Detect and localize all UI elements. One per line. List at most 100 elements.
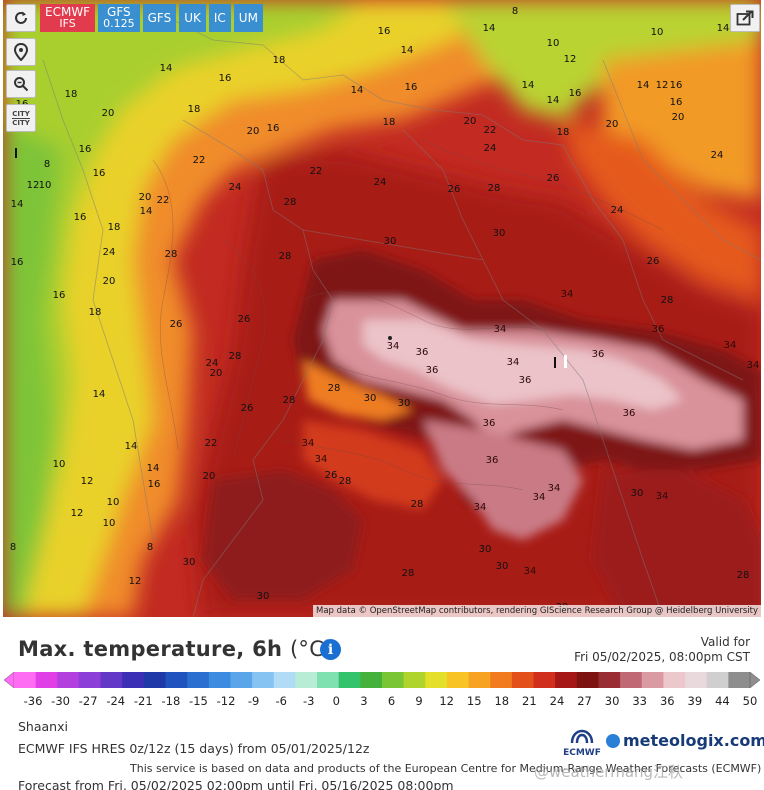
- scale-swatch: [295, 672, 318, 688]
- scale-label: -12: [216, 694, 236, 708]
- scale-arrow-low: [3, 671, 15, 689]
- scale-label: -15: [189, 694, 208, 708]
- scale-label: 27: [577, 694, 592, 708]
- temperature-label: 14: [521, 80, 535, 91]
- temperature-label: 22: [156, 195, 170, 206]
- temperature-label: 36: [651, 324, 665, 335]
- temperature-label: 12: [80, 476, 94, 487]
- zoom-button[interactable]: [6, 70, 36, 98]
- scale-label: 12: [439, 694, 454, 708]
- refresh-button[interactable]: [6, 4, 36, 32]
- model-tab-label: UM: [238, 11, 258, 25]
- temperature-label: 18: [187, 104, 201, 115]
- city-labels-button[interactable]: CITY CITY: [6, 104, 36, 132]
- temperature-label: 12: [26, 180, 40, 191]
- scale-swatch: [14, 672, 37, 688]
- model-tab-label: ECMWF: [45, 5, 91, 19]
- temperature-label: 16: [218, 73, 232, 84]
- valid-label: Valid for: [700, 635, 750, 649]
- temperature-label: 14: [159, 63, 173, 74]
- temperature-label: 8: [9, 542, 17, 553]
- scale-swatch: [576, 672, 599, 688]
- scale-swatch: [57, 672, 80, 688]
- scale-swatch: [728, 672, 751, 688]
- temperature-label: 30: [630, 488, 644, 499]
- temperature-label: 18: [272, 55, 286, 66]
- scale-swatch: [230, 672, 253, 688]
- scale-swatch: [165, 672, 188, 688]
- city-marker[interactable]: [554, 355, 567, 368]
- scale-label: 21: [522, 694, 537, 708]
- city-dot[interactable]: [388, 336, 392, 340]
- scale-label: 30: [604, 694, 620, 708]
- temperature-label: 34: [560, 289, 574, 300]
- temperature-label: 16: [377, 26, 391, 37]
- temperature-label: 36: [485, 455, 499, 466]
- ecmwf-logo[interactable]: ECMWF: [560, 729, 604, 758]
- temperature-label: 36: [591, 349, 605, 360]
- model-tabs: ECMWF IFS GFS 0.125 GFS UK IC UM: [40, 4, 263, 32]
- meteologix-logo[interactable]: meteologix.com: [606, 731, 764, 750]
- temperature-label: 18: [382, 117, 396, 128]
- scale-label: 36: [659, 694, 675, 708]
- scale-swatch: [533, 672, 556, 688]
- temperature-label: 18: [107, 222, 121, 233]
- model-tab-ecmwf-ifs[interactable]: ECMWF IFS: [40, 4, 96, 32]
- temperature-label: 16: [92, 168, 106, 179]
- temperature-label: 16: [52, 290, 66, 301]
- temperature-label: 16: [404, 82, 418, 93]
- scale-swatch: [382, 672, 405, 688]
- model-tab-um[interactable]: UM: [233, 4, 263, 32]
- ecmwf-globe-icon: [570, 729, 594, 744]
- scale-label: -36: [23, 694, 43, 708]
- model-tab-gfs[interactable]: GFS: [142, 4, 177, 32]
- location-button[interactable]: [6, 38, 36, 66]
- temperature-label: 28: [660, 295, 674, 306]
- model-tab-label: GFS: [147, 11, 172, 25]
- temperature-label: 20: [671, 112, 685, 123]
- scale-swatch: [143, 672, 167, 688]
- temperature-label: 14: [10, 199, 24, 210]
- temperature-label: 28: [283, 197, 297, 208]
- color-scale-labels: -36 -30 -27 -24 -21 -18 -15 -12 -9 -6 -3 0 3 6 9 12 15 18…: [0, 694, 764, 710]
- info-icon[interactable]: i: [320, 639, 341, 660]
- map-attribution[interactable]: Map data © OpenStreetMap contributors, r…: [313, 605, 761, 617]
- temperature-label: 34: [506, 357, 520, 368]
- model-tab-label: IC: [213, 11, 226, 25]
- temperature-label: 28: [487, 183, 501, 194]
- temperature-label: 36: [482, 418, 496, 429]
- scale-label: -3: [303, 694, 315, 708]
- scale-swatch: [598, 672, 621, 688]
- temperature-label: 22: [204, 438, 218, 449]
- map-pin-icon: [13, 43, 29, 61]
- city-label-bottom: CITY: [12, 117, 30, 127]
- temperature-label: 34: [723, 340, 737, 351]
- scale-swatch: [446, 672, 470, 688]
- model-tab-sub: 0.125: [103, 17, 135, 30]
- scale-label: 18: [494, 694, 510, 708]
- scale-swatch: [663, 672, 686, 688]
- scale-swatch: [685, 672, 708, 688]
- map-area[interactable]: 8 14 10 10 14 12 16 14 18 14 16 14 16 14 14 12 16 16 14 16 1…: [3, 0, 761, 617]
- temperature-label: 10: [52, 459, 66, 470]
- temperature-label: 20: [246, 126, 260, 137]
- temperature-label: 36: [425, 365, 439, 376]
- temperature-label: 30: [397, 398, 411, 409]
- scale-label: 0: [332, 694, 341, 708]
- temperature-label: 14: [92, 389, 106, 400]
- boundary-lines: [42, 19, 761, 617]
- temperature-label: 14: [400, 45, 414, 56]
- scale-swatch: [338, 672, 361, 688]
- city-marker-west[interactable]: [15, 148, 17, 158]
- model-tab-gfs-0-125[interactable]: GFS 0.125: [98, 4, 140, 32]
- temperature-label: 12: [563, 54, 577, 65]
- temperature-label: 10: [38, 180, 52, 191]
- temperature-label: 10: [102, 518, 116, 529]
- model-tab-ic[interactable]: IC: [208, 4, 231, 32]
- temperature-label: 30: [478, 544, 492, 555]
- temperature-label: 28: [401, 568, 415, 579]
- model-tab-sub: IFS: [59, 17, 76, 30]
- model-tab-uk[interactable]: UK: [179, 4, 206, 32]
- forecast-range: Forecast from Fri, 05/02/2025 02:00pm un…: [18, 778, 454, 790]
- share-button[interactable]: [730, 4, 760, 32]
